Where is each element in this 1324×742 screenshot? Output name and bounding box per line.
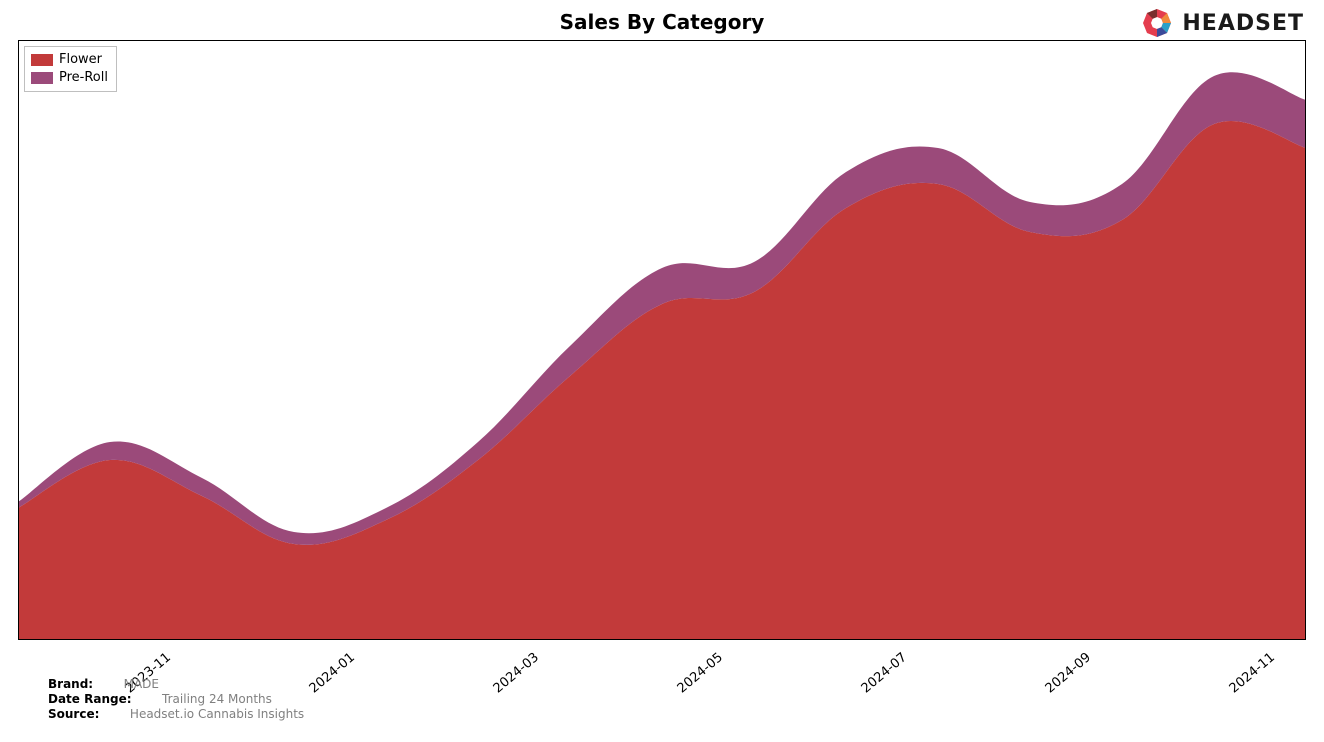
footer-row: Source: Headset.io Cannabis Insights — [48, 707, 304, 722]
footer-row: Brand: MADE — [48, 677, 304, 692]
legend-label: Pre-Roll — [59, 69, 108, 87]
footer-value: Headset.io Cannabis Insights — [130, 707, 304, 721]
legend: FlowerPre-Roll — [24, 46, 117, 92]
headset-logo-text: HEADSET — [1182, 11, 1304, 36]
headset-logo: HEADSET — [1140, 6, 1304, 40]
legend-item: Pre-Roll — [31, 69, 108, 87]
footer-key: Date Range: — [48, 692, 132, 706]
x-tick-label: 2024-05 — [675, 650, 726, 696]
footer-value: MADE — [124, 677, 159, 691]
x-tick-label: 2024-03 — [491, 650, 542, 696]
x-tick-label: 2024-07 — [859, 650, 910, 696]
footer-row: Date Range: Trailing 24 Months — [48, 692, 304, 707]
legend-label: Flower — [59, 51, 102, 69]
legend-swatch — [31, 54, 53, 66]
chart-area: FlowerPre-Roll — [18, 40, 1306, 640]
legend-item: Flower — [31, 51, 108, 69]
headset-logo-icon — [1140, 6, 1174, 40]
footer-value: Trailing 24 Months — [162, 692, 272, 706]
x-tick-label: 2024-11 — [1227, 650, 1278, 696]
chart-title: Sales By Category — [0, 10, 1324, 34]
footer-meta: Brand: MADEDate Range: Trailing 24 Month… — [48, 677, 304, 722]
footer-key: Brand: — [48, 677, 93, 691]
x-tick-label: 2024-01 — [307, 650, 358, 696]
plot-border — [18, 40, 1306, 640]
footer-key: Source: — [48, 707, 99, 721]
x-tick-label: 2024-09 — [1043, 650, 1094, 696]
legend-swatch — [31, 72, 53, 84]
